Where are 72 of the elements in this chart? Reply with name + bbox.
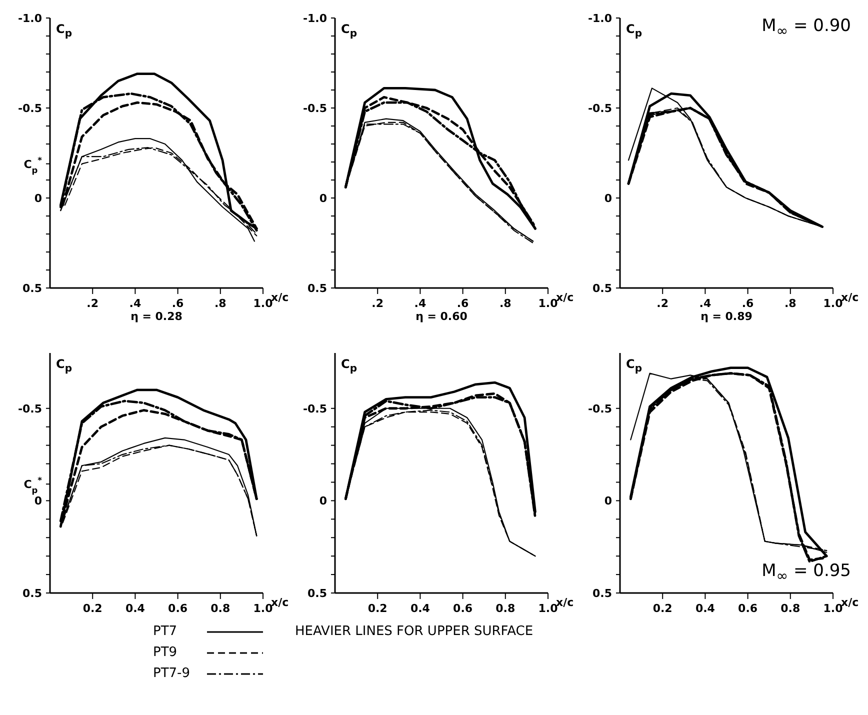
- y-tick-label: -0.5: [18, 102, 42, 115]
- x-tick-label: .4: [129, 297, 142, 310]
- y-tick-label: 0.5: [592, 282, 612, 295]
- y-tick-label: 0: [319, 192, 328, 205]
- y-tick-label: -1.0: [588, 12, 612, 25]
- y-tick-label: -0.5: [588, 402, 612, 416]
- x-tick-label: 0.2: [82, 602, 102, 615]
- x-tick-label: 1.0: [253, 297, 274, 310]
- y-tick-label: -0.5: [302, 402, 327, 416]
- x-axis-title: x/c: [841, 291, 859, 304]
- y-tick-label: 0: [604, 192, 612, 205]
- y-tick-label: 0: [604, 494, 612, 508]
- x-tick-label: 1.0: [823, 602, 844, 615]
- x-tick-label: 0.4: [695, 602, 716, 615]
- y-axis-title: C$_{p}$: [341, 357, 357, 374]
- x-tick-label: 0.8: [780, 602, 800, 615]
- y-tick-label: -0.5: [302, 102, 327, 115]
- y-tick-label: 0.5: [308, 282, 327, 295]
- x-axis-title: x/c: [841, 596, 859, 609]
- x-axis-title: x/c: [556, 596, 574, 609]
- annotation: M$_{∞}$ = 0.90: [762, 16, 851, 40]
- y-axis-title: C$_{p}$: [626, 357, 642, 374]
- x-tick-label: .2: [86, 297, 99, 310]
- x-tick-label: 0.8: [210, 602, 230, 615]
- y-tick-label: 0: [34, 494, 42, 508]
- y-tick-label: 0.5: [308, 587, 327, 600]
- x-tick-label: 0.6: [453, 602, 473, 615]
- x-tick-label: .6: [456, 297, 470, 310]
- x-tick-label: 1.0: [253, 602, 274, 615]
- x-axis-title: x/c: [271, 291, 289, 304]
- y-axis-title: C$_{p}$: [56, 357, 72, 374]
- legend-label: PT7: [153, 624, 178, 639]
- y-tick-label: 0: [34, 192, 42, 205]
- text: η = 0.89: [700, 310, 754, 323]
- x-tick-label: .8: [784, 297, 796, 310]
- x-tick-label: .4: [699, 297, 712, 310]
- y-tick-label: 0.5: [22, 587, 42, 600]
- x-tick-label: .2: [656, 297, 669, 310]
- x-tick-label: 1.0: [538, 297, 558, 310]
- x-tick-label: .6: [172, 297, 184, 310]
- x-tick-label: 0.4: [125, 602, 146, 615]
- y-axis-title: C$_{p}$: [341, 22, 357, 40]
- x-tick-label: 0.8: [496, 602, 516, 615]
- annotation: M$_{∞}$ = 0.95: [762, 561, 851, 584]
- x-tick-label: 0.6: [738, 602, 758, 615]
- x-tick-label: .8: [499, 297, 512, 310]
- x-tick-label: .6: [742, 297, 754, 310]
- x-tick-label: .2: [372, 297, 384, 310]
- text: η = 0.60: [414, 310, 468, 323]
- x-tick-label: 0.2: [652, 602, 672, 615]
- x-tick-label: 0.4: [410, 602, 430, 615]
- y-tick-label: 0: [319, 494, 328, 508]
- x-axis-title: x/c: [271, 596, 289, 609]
- x-tick-label: 0.6: [168, 602, 188, 615]
- y-tick-label: -1.0: [18, 12, 42, 25]
- y-tick-label: -0.5: [588, 102, 612, 115]
- text: HEAVIER LINES FOR UPPER SURFACE: [295, 624, 534, 639]
- x-axis-title: x/c: [556, 291, 574, 304]
- y-tick-label: -0.5: [18, 402, 42, 416]
- x-tick-label: 1.0: [538, 602, 558, 615]
- legend-label: PT7-9: [153, 666, 192, 681]
- x-tick-label: 0.2: [368, 602, 388, 615]
- x-tick-label: 1.0: [823, 297, 844, 310]
- y-axis-title: C$_{p}$: [626, 22, 642, 40]
- x-tick-label: .4: [414, 297, 426, 310]
- legend-label: PT9: [153, 645, 178, 660]
- y-axis-title: C$_{p}$: [56, 22, 72, 40]
- y-tick-label: 0.5: [22, 282, 42, 295]
- y-tick-label: 0.5: [592, 587, 612, 600]
- text: η = 0.28: [130, 310, 184, 323]
- x-tick-label: .8: [214, 297, 226, 310]
- y-tick-label: -1.0: [302, 12, 328, 25]
